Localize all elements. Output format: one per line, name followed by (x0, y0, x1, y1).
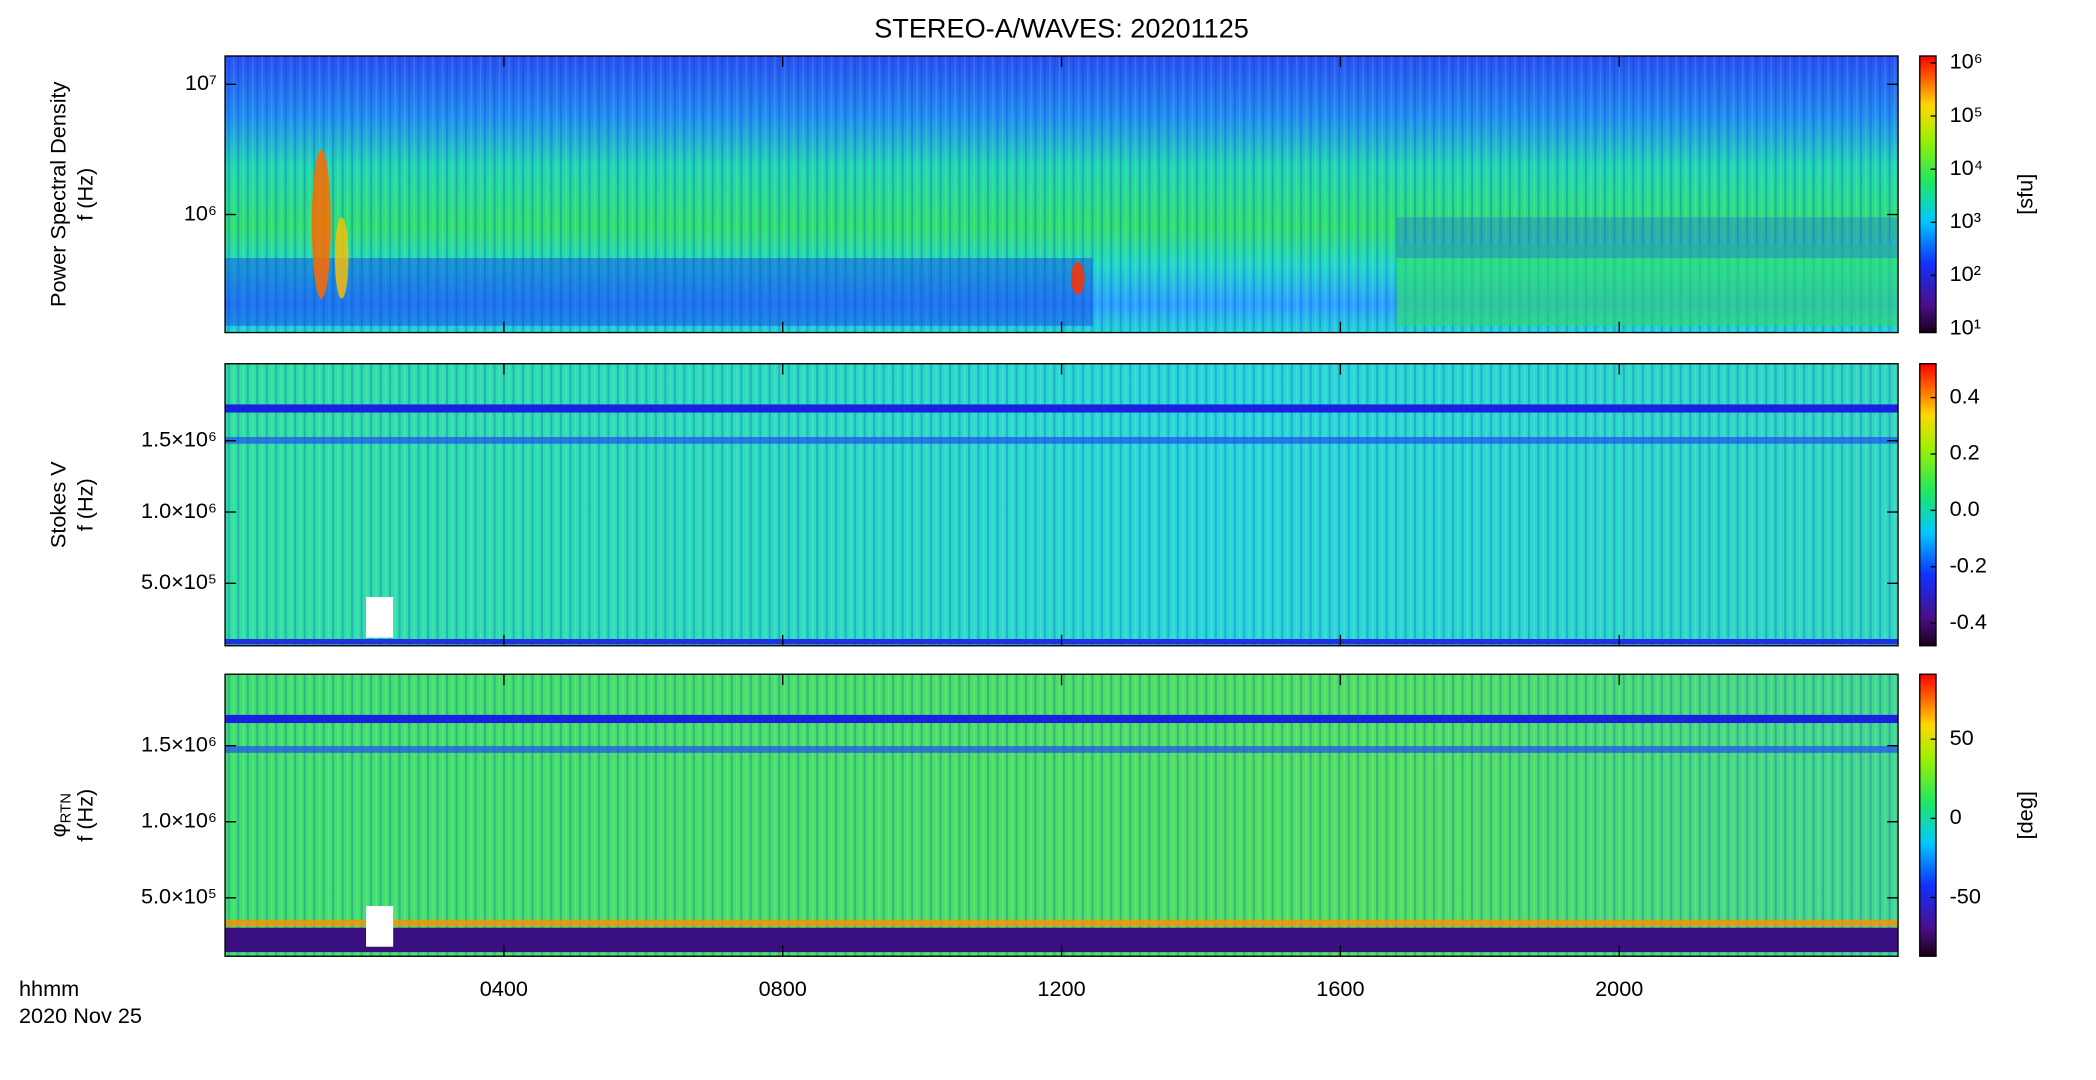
x-tick-label: 1600 (1316, 976, 1364, 1001)
x-tick-label: 0800 (759, 976, 807, 1001)
colorbar-tick-label: 10³ (1950, 208, 1981, 233)
y-tick-label: 1.5×10⁶ (141, 731, 217, 756)
y-axis-label: Power Spectral Density f (Hz) (45, 81, 97, 307)
x-axis-label: hhmm (19, 976, 79, 1001)
colorbar-tick-label: 50 (1950, 725, 1974, 750)
chart-title: STEREO-A/WAVES: 20201125 (874, 12, 1249, 43)
spectrogram-image (225, 55, 1899, 333)
colorbar-label: [deg] (2013, 791, 2038, 839)
x-tick-label: 1200 (1037, 976, 1085, 1001)
y-tick-label: 5.0×10⁵ (141, 884, 217, 909)
y-axis-label: φRTN (45, 793, 74, 837)
colorbar-tick-label: 0.0 (1950, 496, 1980, 521)
y-tick-label: 1.5×10⁶ (141, 426, 217, 451)
colorbar-tick-label: -0.4 (1950, 609, 1987, 634)
colorbar-tick-label: 10⁵ (1950, 102, 1983, 127)
y-tick-label: 1.0×10⁶ (141, 498, 217, 523)
colorbar (1919, 55, 1937, 334)
colorbar-tick-label: 10¹ (1950, 314, 1981, 339)
colorbar-tick-label: 0.2 (1950, 440, 1980, 465)
colorbar (1919, 673, 1937, 957)
y-axis-unit: f (Hz) (73, 478, 98, 531)
colorbar-label: [sfu] (2013, 174, 2038, 215)
colorbar-tick-label: 10² (1950, 261, 1981, 286)
x-tick-label: 0400 (480, 976, 528, 1001)
y-tick-label: 5.0×10⁵ (141, 569, 217, 594)
y-axis-unit: f (Hz) (73, 789, 98, 842)
y-tick-label: 10⁷ (185, 70, 217, 95)
colorbar-tick-label: -0.2 (1950, 553, 1987, 578)
colorbar-tick-label: -50 (1950, 883, 1981, 908)
y-axis-unit: f (Hz) (73, 168, 98, 221)
y-axis-label: Power Spectral Density (45, 81, 70, 307)
spectrogram-image (225, 363, 1899, 646)
colorbar-tick-label: 0 (1950, 804, 1962, 829)
y-axis-label: Stokes V (45, 461, 70, 548)
x-tick-label: 2000 (1595, 976, 1643, 1001)
y-axis-label-sub: RTN (58, 793, 74, 823)
y-tick-label: 1.0×10⁶ (141, 807, 217, 832)
colorbar-tick-label: 10⁴ (1950, 155, 1983, 180)
colorbar-tick-label: 10⁶ (1950, 49, 1983, 74)
date-label: 2020 Nov 25 (19, 1003, 142, 1028)
spectrogram-image (225, 674, 1899, 957)
colorbar-label: [sfu] (2013, 174, 2038, 215)
colorbar (1919, 363, 1937, 647)
colorbar-tick-label: 0.4 (1950, 383, 1980, 408)
y-tick-label: 10⁶ (184, 200, 217, 225)
colorbar-label: [deg] (2013, 791, 2038, 839)
